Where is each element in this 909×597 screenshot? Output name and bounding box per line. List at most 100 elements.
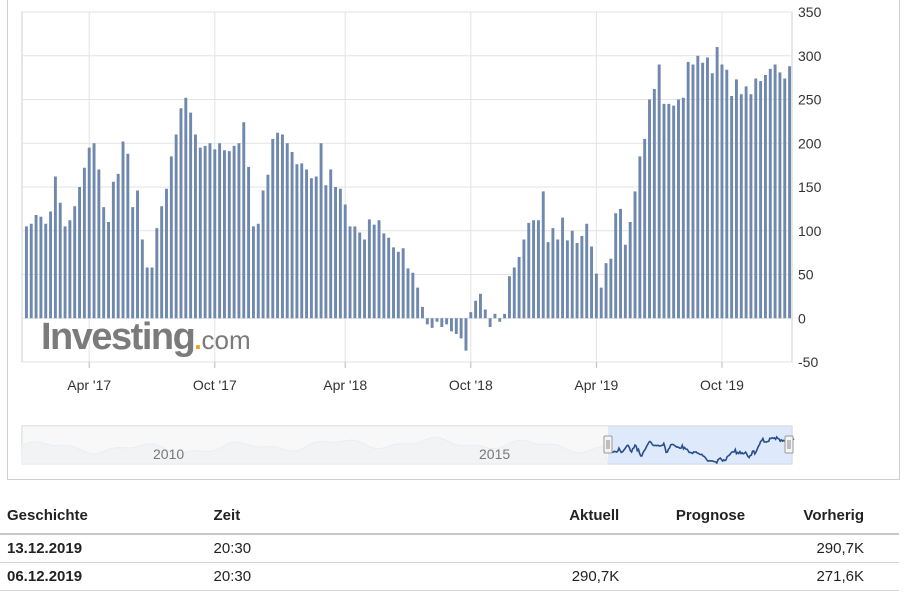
bar[interactable]	[305, 169, 309, 319]
bar[interactable]	[280, 134, 284, 319]
bar[interactable]	[493, 313, 497, 319]
bar[interactable]	[145, 267, 149, 319]
bar[interactable]	[551, 228, 555, 319]
bar[interactable]	[416, 287, 420, 319]
bar[interactable]	[392, 247, 395, 319]
bar[interactable]	[126, 153, 130, 319]
bar[interactable]	[309, 178, 313, 319]
bar[interactable]	[165, 188, 168, 319]
bar[interactable]	[131, 207, 135, 319]
bar[interactable]	[102, 207, 106, 319]
bar[interactable]	[652, 89, 656, 319]
bar[interactable]	[116, 173, 120, 319]
bar[interactable]	[739, 94, 743, 319]
bar[interactable]	[213, 149, 217, 319]
bar[interactable]	[160, 206, 164, 319]
bar[interactable]	[73, 206, 77, 319]
bar[interactable]	[730, 96, 734, 319]
bar[interactable]	[208, 143, 212, 319]
bar[interactable]	[638, 156, 642, 319]
bar[interactable]	[609, 258, 613, 319]
bar[interactable]	[363, 239, 366, 319]
bar[interactable]	[107, 222, 110, 319]
bar[interactable]	[261, 190, 265, 319]
bar[interactable]	[623, 244, 627, 319]
bar[interactable]	[87, 147, 91, 319]
bar[interactable]	[561, 217, 565, 319]
bar[interactable]	[179, 108, 183, 319]
bar[interactable]	[459, 318, 463, 339]
bar[interactable]	[536, 220, 540, 319]
bar[interactable]	[329, 169, 333, 319]
bar[interactable]	[546, 242, 550, 319]
bar[interactable]	[111, 181, 115, 319]
bar[interactable]	[314, 176, 318, 319]
bar[interactable]	[232, 145, 236, 319]
bar[interactable]	[469, 312, 473, 319]
bar[interactable]	[353, 226, 357, 319]
bar[interactable]	[430, 318, 434, 328]
bar[interactable]	[778, 72, 782, 319]
bar[interactable]	[39, 216, 43, 319]
bar[interactable]	[556, 239, 560, 319]
bar[interactable]	[44, 223, 48, 319]
bar[interactable]	[643, 138, 647, 319]
bar[interactable]	[174, 134, 178, 319]
bar[interactable]	[580, 236, 584, 319]
bar[interactable]	[479, 293, 482, 319]
bar[interactable]	[372, 224, 376, 319]
bar[interactable]	[440, 318, 444, 327]
bar[interactable]	[507, 276, 511, 319]
bar[interactable]	[155, 228, 159, 319]
bar[interactable]	[503, 313, 507, 319]
bar[interactable]	[435, 318, 439, 322]
bar[interactable]	[450, 318, 453, 332]
bar[interactable]	[768, 68, 772, 319]
bar[interactable]	[256, 223, 260, 319]
bar[interactable]	[570, 230, 574, 319]
bar[interactable]	[715, 47, 719, 319]
bar[interactable]	[464, 318, 468, 351]
bar[interactable]	[58, 202, 62, 319]
bar[interactable]	[488, 318, 492, 327]
bar[interactable]	[203, 145, 207, 319]
bar[interactable]	[396, 251, 400, 319]
bar[interactable]	[421, 306, 424, 319]
bar[interactable]	[686, 61, 690, 319]
bar[interactable]	[334, 187, 337, 319]
bar[interactable]	[97, 169, 101, 319]
bar[interactable]	[78, 187, 81, 319]
bar[interactable]	[285, 143, 289, 319]
bar[interactable]	[387, 237, 391, 319]
bar[interactable]	[565, 240, 569, 319]
bar[interactable]	[406, 268, 410, 319]
bar[interactable]	[763, 75, 767, 319]
bar[interactable]	[169, 156, 173, 319]
bar[interactable]	[276, 132, 280, 319]
bar[interactable]	[706, 57, 709, 319]
bar[interactable]	[454, 318, 458, 334]
bar[interactable]	[512, 267, 516, 319]
bar[interactable]	[34, 215, 38, 319]
bar[interactable]	[121, 141, 125, 319]
bar[interactable]	[53, 176, 57, 319]
bar[interactable]	[527, 222, 531, 319]
bar[interactable]	[681, 97, 685, 319]
bar[interactable]	[24, 226, 28, 319]
bar[interactable]	[604, 263, 608, 319]
bar[interactable]	[140, 239, 144, 319]
bar[interactable]	[425, 318, 429, 325]
header-actual[interactable]: Aktuell	[508, 497, 620, 535]
bar[interactable]	[377, 220, 381, 319]
navigator-selected-window[interactable]	[608, 426, 792, 464]
bar[interactable]	[411, 272, 415, 319]
bar[interactable]	[657, 64, 661, 319]
bar[interactable]	[319, 143, 323, 319]
bar[interactable]	[662, 103, 666, 319]
bar[interactable]	[696, 55, 700, 319]
header-forecast[interactable]: Prognose	[619, 497, 746, 535]
bar[interactable]	[343, 204, 347, 319]
bar[interactable]	[189, 112, 193, 319]
bar[interactable]	[594, 273, 598, 319]
header-time[interactable]: Zeit	[213, 497, 509, 535]
